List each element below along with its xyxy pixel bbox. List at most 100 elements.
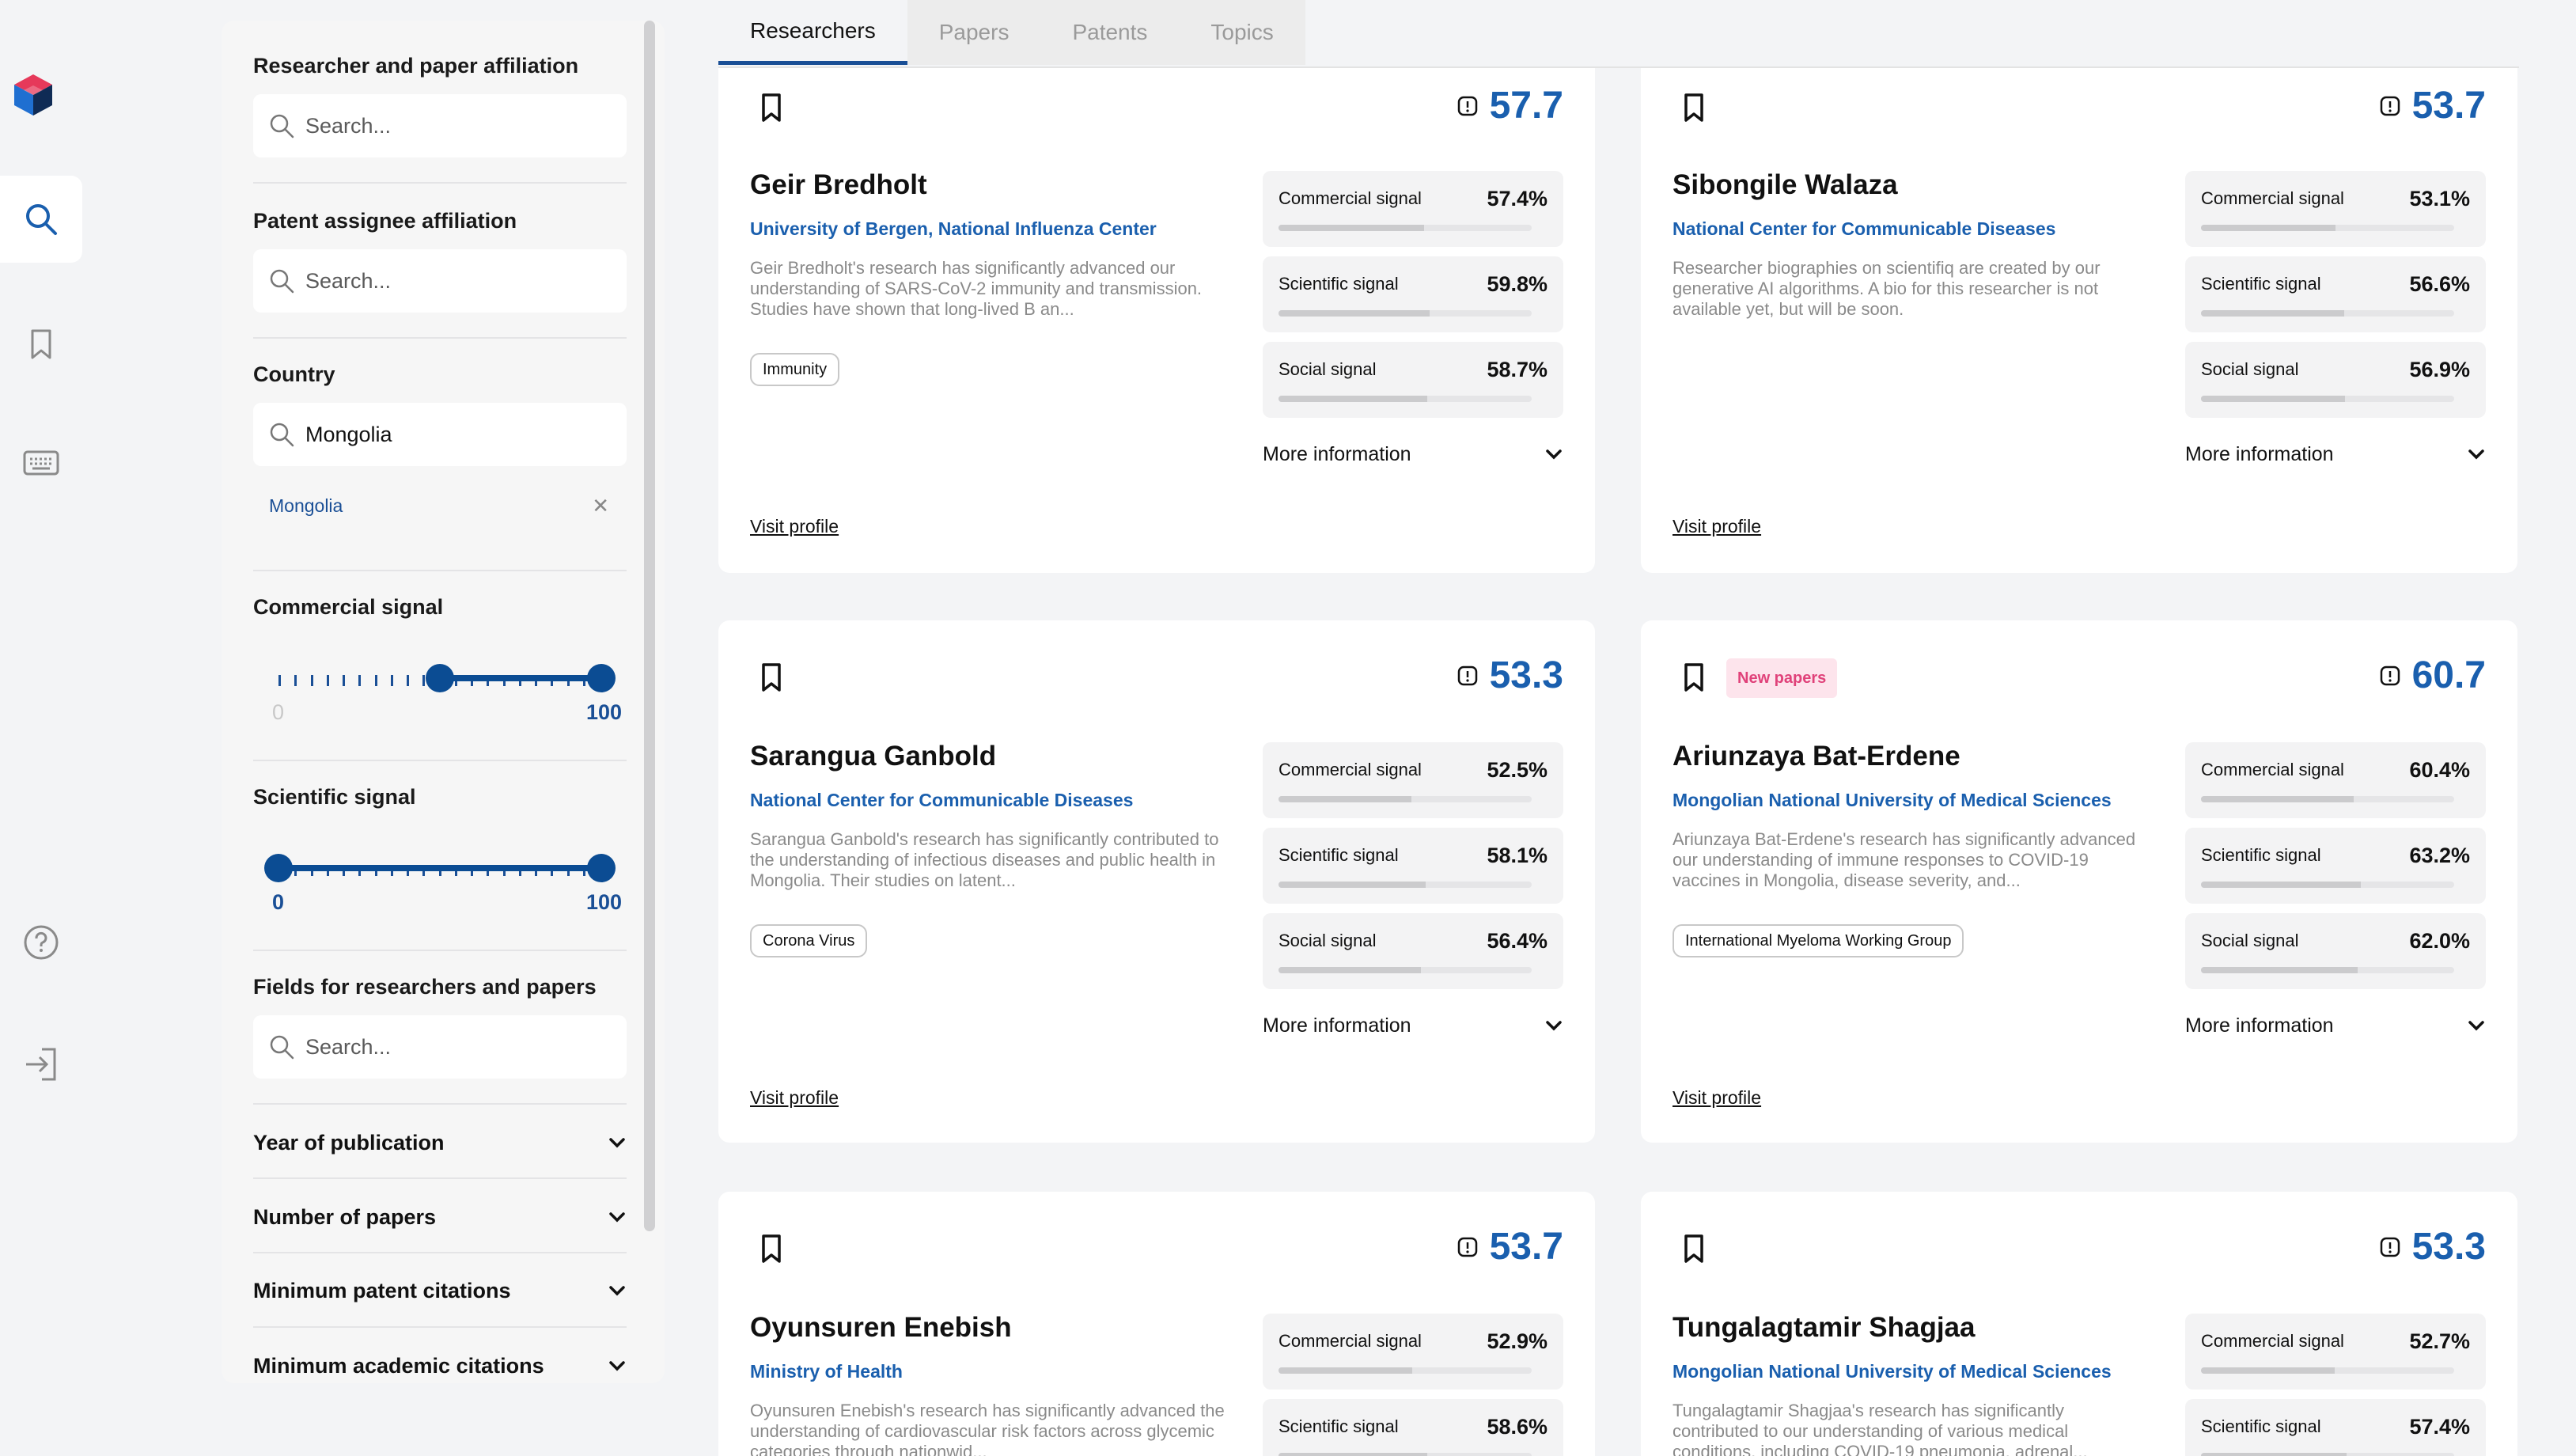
researcher-name[interactable]: Ariunzaya Bat-Erdene bbox=[1673, 741, 1960, 772]
divider bbox=[253, 337, 627, 339]
results-tabs: Researchers Papers Patents Topics bbox=[718, 0, 1305, 65]
slider-max-handle[interactable] bbox=[587, 664, 616, 692]
scientific-signal-filter: Scientific signal 0 100 bbox=[253, 785, 627, 920]
filter-scrollbar[interactable] bbox=[644, 21, 655, 1231]
accordion-min-academic-citations[interactable]: Minimum academic citations bbox=[253, 1342, 627, 1383]
signal-bar bbox=[1279, 1453, 1532, 1456]
researcher-affiliation[interactable]: Mongolian National University of Medical… bbox=[1673, 1361, 2112, 1382]
more-information-toggle[interactable]: More information bbox=[2185, 438, 2486, 470]
researcher-affiliation[interactable]: Ministry of Health bbox=[750, 1361, 903, 1382]
fields-search[interactable]: Search... bbox=[253, 1015, 627, 1079]
signal-name: Commercial signal bbox=[1279, 760, 1422, 779]
more-information-toggle[interactable]: More information bbox=[1263, 438, 1563, 470]
visit-profile-link[interactable]: Visit profile bbox=[1673, 1087, 1762, 1108]
researcher-affiliation[interactable]: National Center for Communicable Disease… bbox=[750, 790, 1134, 810]
more-information-toggle[interactable]: More information bbox=[2185, 1010, 2486, 1041]
researcher-card: 53.3 Sarangua Ganbold National Center for… bbox=[718, 620, 1595, 1143]
tab-topics[interactable]: Topics bbox=[1179, 0, 1305, 65]
bookmark-icon[interactable] bbox=[760, 92, 783, 123]
bookmarks-nav[interactable] bbox=[0, 301, 82, 388]
visit-profile-link[interactable]: Visit profile bbox=[1673, 516, 1762, 537]
help-nav[interactable] bbox=[0, 899, 82, 986]
slider-min-handle[interactable] bbox=[426, 664, 454, 692]
slider-min-value: 0 bbox=[272, 700, 285, 724]
bookmark-icon[interactable] bbox=[760, 1233, 783, 1265]
signal-bar-fill bbox=[1279, 882, 1426, 888]
commercial-signal-slider[interactable]: 0 100 bbox=[253, 643, 627, 730]
accordion-year-of-publication[interactable]: Year of publication bbox=[253, 1119, 627, 1166]
topic-tag[interactable]: International Myeloma Working Group bbox=[1673, 924, 1964, 957]
signal-list: Commercial signal 52.7% Scientific signa… bbox=[2185, 1314, 2486, 1456]
signal-name: Commercial signal bbox=[1279, 188, 1422, 208]
researcher-affiliation-search[interactable]: Search... bbox=[253, 94, 627, 157]
country-search[interactable]: Mongolia bbox=[253, 403, 627, 466]
chevron-down-icon bbox=[2468, 449, 2484, 460]
signal-bar bbox=[2201, 1367, 2454, 1374]
slider-max-value: 100 bbox=[585, 700, 622, 724]
info-icon[interactable] bbox=[2379, 665, 2401, 687]
slider-max-handle[interactable] bbox=[587, 854, 616, 882]
visit-profile-link[interactable]: Visit profile bbox=[750, 516, 839, 537]
icon-rail bbox=[0, 0, 93, 1456]
signal-name: Social signal bbox=[2201, 931, 2299, 950]
remove-chip-icon[interactable]: ✕ bbox=[592, 493, 609, 518]
info-icon[interactable] bbox=[2379, 95, 2401, 117]
tab-patents[interactable]: Patents bbox=[1040, 0, 1180, 65]
signal-name: Scientific signal bbox=[1279, 274, 1399, 294]
signal-bar-fill bbox=[2201, 796, 2354, 802]
country-input-value: Mongolia bbox=[305, 422, 392, 446]
topic-tag[interactable]: Immunity bbox=[750, 353, 840, 386]
keyboard-nav[interactable] bbox=[0, 419, 82, 506]
slider-min-handle[interactable] bbox=[264, 854, 293, 882]
researcher-affiliation[interactable]: National Center for Communicable Disease… bbox=[1673, 218, 2056, 239]
signal-bar bbox=[1279, 396, 1532, 402]
bookmark-icon[interactable] bbox=[1682, 662, 1706, 693]
new-papers-badge: New papers bbox=[1726, 658, 1838, 698]
bookmark-icon[interactable] bbox=[1682, 1233, 1706, 1265]
researcher-name[interactable]: Oyunsuren Enebish bbox=[750, 1312, 1012, 1343]
researcher-affiliation[interactable]: University of Bergen, National Influenza… bbox=[750, 218, 1157, 239]
scientific-signal-slider[interactable]: 0 100 bbox=[253, 833, 627, 920]
researcher-bio: Tungalagtamir Shagjaa's research has sig… bbox=[1673, 1401, 2088, 1456]
accordion-number-of-papers[interactable]: Number of papers bbox=[253, 1193, 627, 1241]
visit-profile-link[interactable]: Visit profile bbox=[750, 1087, 839, 1108]
signal-value: 58.1% bbox=[1487, 844, 1547, 867]
more-information-label: More information bbox=[2185, 442, 2334, 465]
tab-researchers[interactable]: Researchers bbox=[718, 0, 907, 65]
more-information-toggle[interactable]: More information bbox=[1263, 1010, 1563, 1041]
accordion-label: Year of publication bbox=[253, 1130, 445, 1155]
signal-bar bbox=[1279, 310, 1532, 317]
score-value: 57.7 bbox=[1489, 85, 1563, 127]
signal-row: Commercial signal 52.5% bbox=[1263, 742, 1563, 818]
signal-name: Scientific signal bbox=[2201, 1416, 2321, 1436]
signal-bar bbox=[2201, 310, 2454, 317]
logo-icon[interactable] bbox=[13, 73, 54, 117]
divider bbox=[253, 182, 627, 184]
slider-tick bbox=[358, 675, 362, 686]
info-icon[interactable] bbox=[1457, 665, 1479, 687]
signal-name: Social signal bbox=[1279, 931, 1377, 950]
info-icon[interactable] bbox=[2379, 1236, 2401, 1258]
login-nav[interactable] bbox=[0, 1021, 82, 1108]
researcher-name[interactable]: Tungalagtamir Shagjaa bbox=[1673, 1312, 1976, 1343]
overall-score: 53.7 bbox=[2379, 84, 2486, 127]
search-icon bbox=[24, 202, 59, 237]
patent-assignee-search[interactable]: Search... bbox=[253, 249, 627, 313]
search-nav[interactable] bbox=[0, 176, 82, 263]
researcher-bio: Researcher biographies on scientifiq are… bbox=[1673, 258, 2101, 319]
accordion-min-patent-citations[interactable]: Minimum patent citations bbox=[253, 1267, 627, 1314]
topic-tag[interactable]: Corona Virus bbox=[750, 924, 868, 957]
tab-papers[interactable]: Papers bbox=[907, 0, 1041, 65]
researcher-name[interactable]: Sarangua Ganbold bbox=[750, 741, 997, 772]
slider-tick bbox=[343, 675, 345, 686]
bookmark-icon[interactable] bbox=[760, 662, 783, 693]
signal-value: 53.1% bbox=[2409, 187, 2470, 210]
divider bbox=[253, 760, 627, 761]
signal-bar-fill bbox=[1279, 396, 1427, 402]
researcher-name[interactable]: Sibongile Walaza bbox=[1673, 169, 1898, 200]
researcher-affiliation[interactable]: Mongolian National University of Medical… bbox=[1673, 790, 2112, 810]
bookmark-icon[interactable] bbox=[1682, 92, 1706, 123]
info-icon[interactable] bbox=[1457, 95, 1479, 117]
researcher-name[interactable]: Geir Bredholt bbox=[750, 169, 927, 200]
info-icon[interactable] bbox=[1457, 1236, 1479, 1258]
